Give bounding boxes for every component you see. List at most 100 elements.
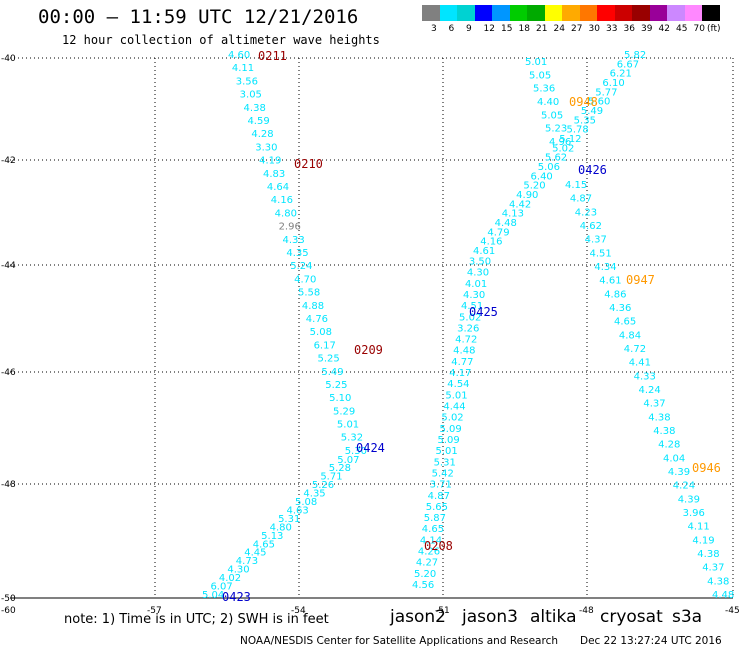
wave-height-value: 4.62 (580, 221, 602, 232)
wave-height-value: 4.11 (688, 522, 710, 533)
wave-height-value: 6.21 (610, 69, 632, 80)
wave-height-value: 5.02 (459, 312, 481, 323)
pass-time-label: 0425 (469, 305, 498, 319)
wave-height-value: 4.38 (244, 103, 266, 114)
wave-height-value: 3.05 (240, 90, 262, 101)
wave-height-value: 4.86 (604, 289, 626, 300)
wave-height-value: 6.10 (602, 78, 624, 89)
wave-height-value: 5.02 (552, 143, 574, 154)
wave-height-value: 5.28 (329, 463, 351, 474)
wave-height-value: 5.01 (337, 420, 359, 431)
wave-height-value: 5.02 (441, 413, 463, 424)
wave-height-value: 4.88 (302, 301, 324, 312)
scale-label: 36 (623, 24, 635, 34)
scale-label: 27 (571, 24, 583, 34)
wave-height-value: 4.16 (271, 195, 293, 206)
scale-swatch (579, 5, 597, 21)
wave-height-value: 4.76 (306, 314, 328, 325)
wave-height-value: 4.44 (443, 402, 465, 413)
scale-label: 15 (501, 24, 513, 34)
pass-time-label: 0424 (356, 441, 385, 455)
wave-height-value: 4.11 (232, 63, 254, 74)
scale-swatch (614, 5, 632, 21)
pass-time-label: 0947 (626, 273, 655, 287)
scale-swatch (649, 5, 667, 21)
wave-height-value: 3.50 (469, 256, 491, 267)
wave-height-value: 4.28 (251, 129, 273, 140)
lon-tick-label: -54 (291, 606, 306, 616)
wave-height-value: 4.87 (428, 491, 450, 502)
legend-altika: altika (530, 607, 577, 627)
scale-label: 30 (588, 24, 600, 34)
lat-tick-label: -48 (1, 480, 16, 490)
wave-height-value: 4.37 (702, 563, 724, 574)
wave-height-value: 5.62 (545, 153, 567, 164)
wave-height-value: 4.38 (697, 549, 719, 560)
wave-height-value: 4.39 (678, 494, 700, 505)
wave-height-value: 5.10 (329, 393, 351, 404)
wave-height-value: 4.27 (416, 558, 438, 569)
wave-height-value: 5.07 (337, 455, 359, 466)
lon-tick-label: -57 (147, 606, 162, 616)
legend-s3a: s3a (672, 607, 703, 627)
scale-swatch (492, 5, 510, 21)
credit-line: NOAA/NESDIS Center for Satellite Applica… (240, 635, 558, 647)
scale-swatch (457, 5, 475, 21)
wave-height-value: 4.61 (473, 246, 495, 257)
wave-height-value: 5.71 (320, 472, 342, 483)
pass-time-label: 0211 (258, 49, 287, 63)
scale-label: 6 (448, 24, 455, 34)
wave-height-value: 4.45 (244, 548, 266, 559)
wave-height-value: 6.40 (531, 171, 553, 182)
wave-height-value: 4.64 (267, 182, 289, 193)
scale-swatch (527, 5, 545, 21)
wave-height-value: 4.19 (259, 156, 281, 167)
wave-height-value: 3.30 (255, 142, 277, 153)
wave-height-value: 5.23 (545, 124, 567, 135)
lat-tick-label: -46 (1, 368, 16, 378)
wave-height-value: 5.04 (202, 590, 224, 601)
wave-height-value: 4.15 (565, 180, 587, 191)
wave-height-value: 5.82 (624, 50, 646, 61)
wave-height-value: 4.65 (422, 524, 444, 535)
scale-label: 33 (606, 24, 618, 34)
wave-height-value: 4.79 (487, 227, 509, 238)
wave-height-value: 3.96 (683, 508, 705, 519)
scale-label: 9 (466, 24, 472, 34)
wave-height-value: 5.31 (278, 514, 300, 525)
wave-height-value: 5.05 (541, 110, 563, 121)
wave-height-value: 4.33 (634, 371, 656, 382)
wave-height-value: 5.49 (581, 106, 603, 117)
wave-height-value: 5.12 (559, 134, 581, 145)
wave-height-value: 5.29 (333, 406, 355, 417)
wave-height-value: 5.87 (424, 513, 446, 524)
wave-height-value: 4.51 (461, 301, 483, 312)
wave-height-value: 5.42 (432, 468, 454, 479)
lat-tick-label: -42 (1, 156, 16, 166)
scale-swatch (544, 5, 562, 21)
wave-height-value: 5.36 (533, 84, 555, 95)
wave-height-value: 5.05 (529, 70, 551, 81)
wave-height-value: 4.73 (236, 556, 258, 567)
wave-height-value: 4.56 (412, 580, 434, 591)
scale-label: 45 (676, 24, 688, 34)
wave-height-value: 4.14 (420, 535, 442, 546)
scale-label: 21 (536, 24, 548, 34)
wave-height-value: 4.65 (253, 539, 275, 550)
wave-height-value: 4.28 (658, 440, 680, 451)
wave-height-value: 4.38 (653, 426, 675, 437)
wave-height-value: 4.63 (287, 505, 309, 516)
wave-height-value: 5.24 (290, 261, 312, 272)
wave-height-value: 5.25 (325, 380, 347, 391)
wave-height-value: 5.78 (566, 125, 588, 136)
track-marks: 4.60 4.11 3.56 3.05 4.38 4.59 4.28 3.30 4.19 4.83… (202, 49, 734, 604)
legend-jason3: jason3 (462, 607, 518, 627)
scale-swatch (439, 5, 457, 21)
scale-swatch (597, 5, 615, 21)
wave-height-value: 5.32 (341, 433, 363, 444)
wave-height-value: 5.13 (261, 531, 283, 542)
wave-height-value: 6.17 (314, 340, 336, 351)
scale-swatch (632, 5, 650, 21)
wave-height-value: 4.13 (502, 209, 524, 220)
wave-height-value: 4.40 (537, 97, 559, 108)
